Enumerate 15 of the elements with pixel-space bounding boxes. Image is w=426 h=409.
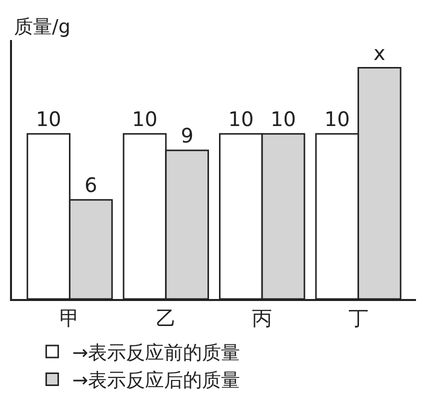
data-label: 10	[228, 106, 254, 131]
x-tick-label: 丙	[252, 306, 272, 330]
legend-label: →表示反应后的质量	[72, 370, 240, 392]
x-tick-label: 乙	[156, 306, 176, 330]
y-axis-title: 质量/g	[14, 16, 70, 38]
x-tick-label: 丁	[348, 306, 368, 330]
data-label: 10	[270, 106, 296, 131]
data-label: 10	[36, 106, 62, 131]
data-label: 6	[84, 172, 98, 197]
data-label: 10	[132, 106, 158, 131]
data-label: 9	[180, 123, 194, 148]
x-tick-label: 甲	[60, 306, 80, 330]
data-label: 10	[324, 106, 350, 131]
data-label: x	[373, 40, 386, 65]
legend-label: →表示反应前的质量	[72, 342, 240, 364]
